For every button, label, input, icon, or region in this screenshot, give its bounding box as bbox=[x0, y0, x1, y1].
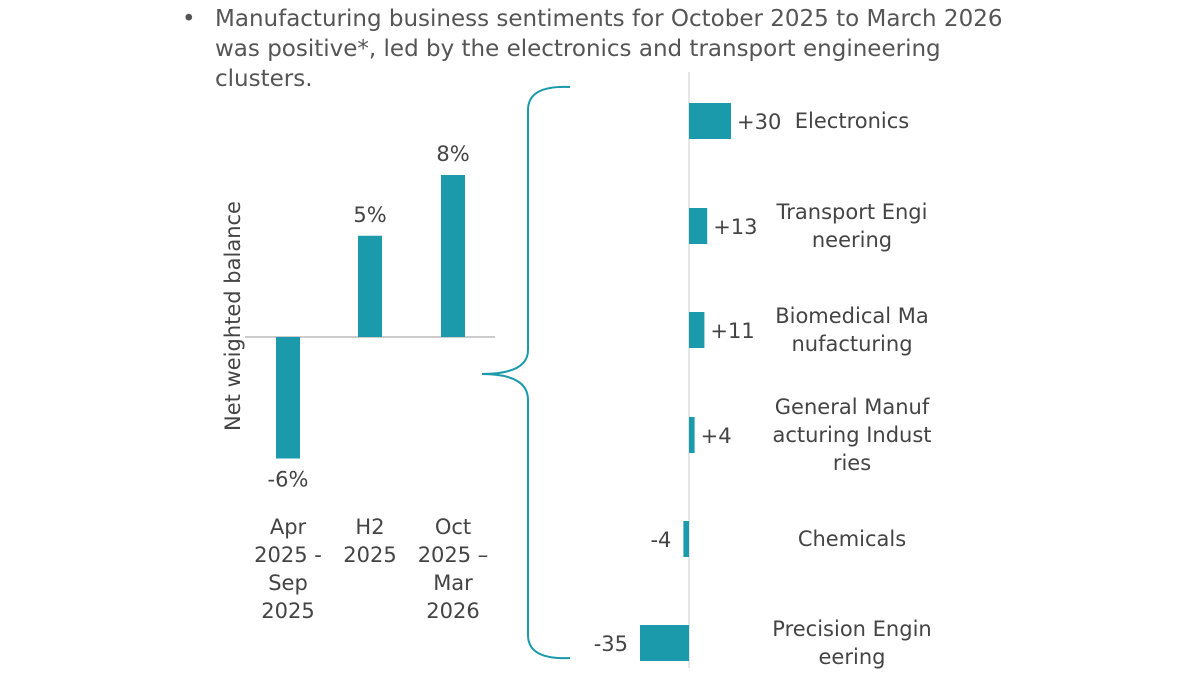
y-axis-label: Net weighted balance bbox=[221, 201, 245, 431]
value-label: -4 bbox=[650, 528, 671, 552]
bar bbox=[441, 175, 465, 337]
bar bbox=[640, 625, 689, 661]
value-label: 5% bbox=[353, 203, 386, 227]
category-label: Chemicals bbox=[797, 527, 907, 551]
category-label: Electronics bbox=[794, 109, 910, 133]
bullet-text: Manufacturing business sentiments for Oc… bbox=[215, 6, 1003, 92]
value-label: +30 bbox=[737, 110, 781, 134]
value-label: -6% bbox=[268, 468, 309, 492]
value-label: +13 bbox=[713, 215, 757, 239]
bar bbox=[358, 235, 382, 337]
bar bbox=[689, 103, 731, 139]
bar bbox=[689, 417, 695, 453]
category-label: Transport Engineering bbox=[776, 200, 928, 252]
bar bbox=[276, 337, 300, 459]
bracket bbox=[481, 85, 571, 660]
category-label: Precision Engineering bbox=[772, 617, 932, 669]
x-tick-label: Oct 2025 – Mar 2026 bbox=[417, 515, 489, 623]
bar bbox=[683, 521, 689, 557]
value-label: +11 bbox=[710, 319, 754, 343]
value-label: +4 bbox=[701, 424, 732, 448]
x-tick-label: Apr 2025 - Sep 2025 bbox=[254, 515, 322, 623]
bar bbox=[689, 312, 705, 348]
category-label: General Manufacturing Industries bbox=[772, 395, 932, 475]
bar bbox=[689, 208, 708, 244]
category-label: Biomedical Manufacturing bbox=[775, 304, 929, 356]
value-label: 8% bbox=[436, 142, 469, 166]
x-tick-label: H2 2025 bbox=[343, 515, 397, 567]
bullet-dot: • bbox=[182, 6, 196, 32]
value-label: -35 bbox=[594, 632, 628, 656]
